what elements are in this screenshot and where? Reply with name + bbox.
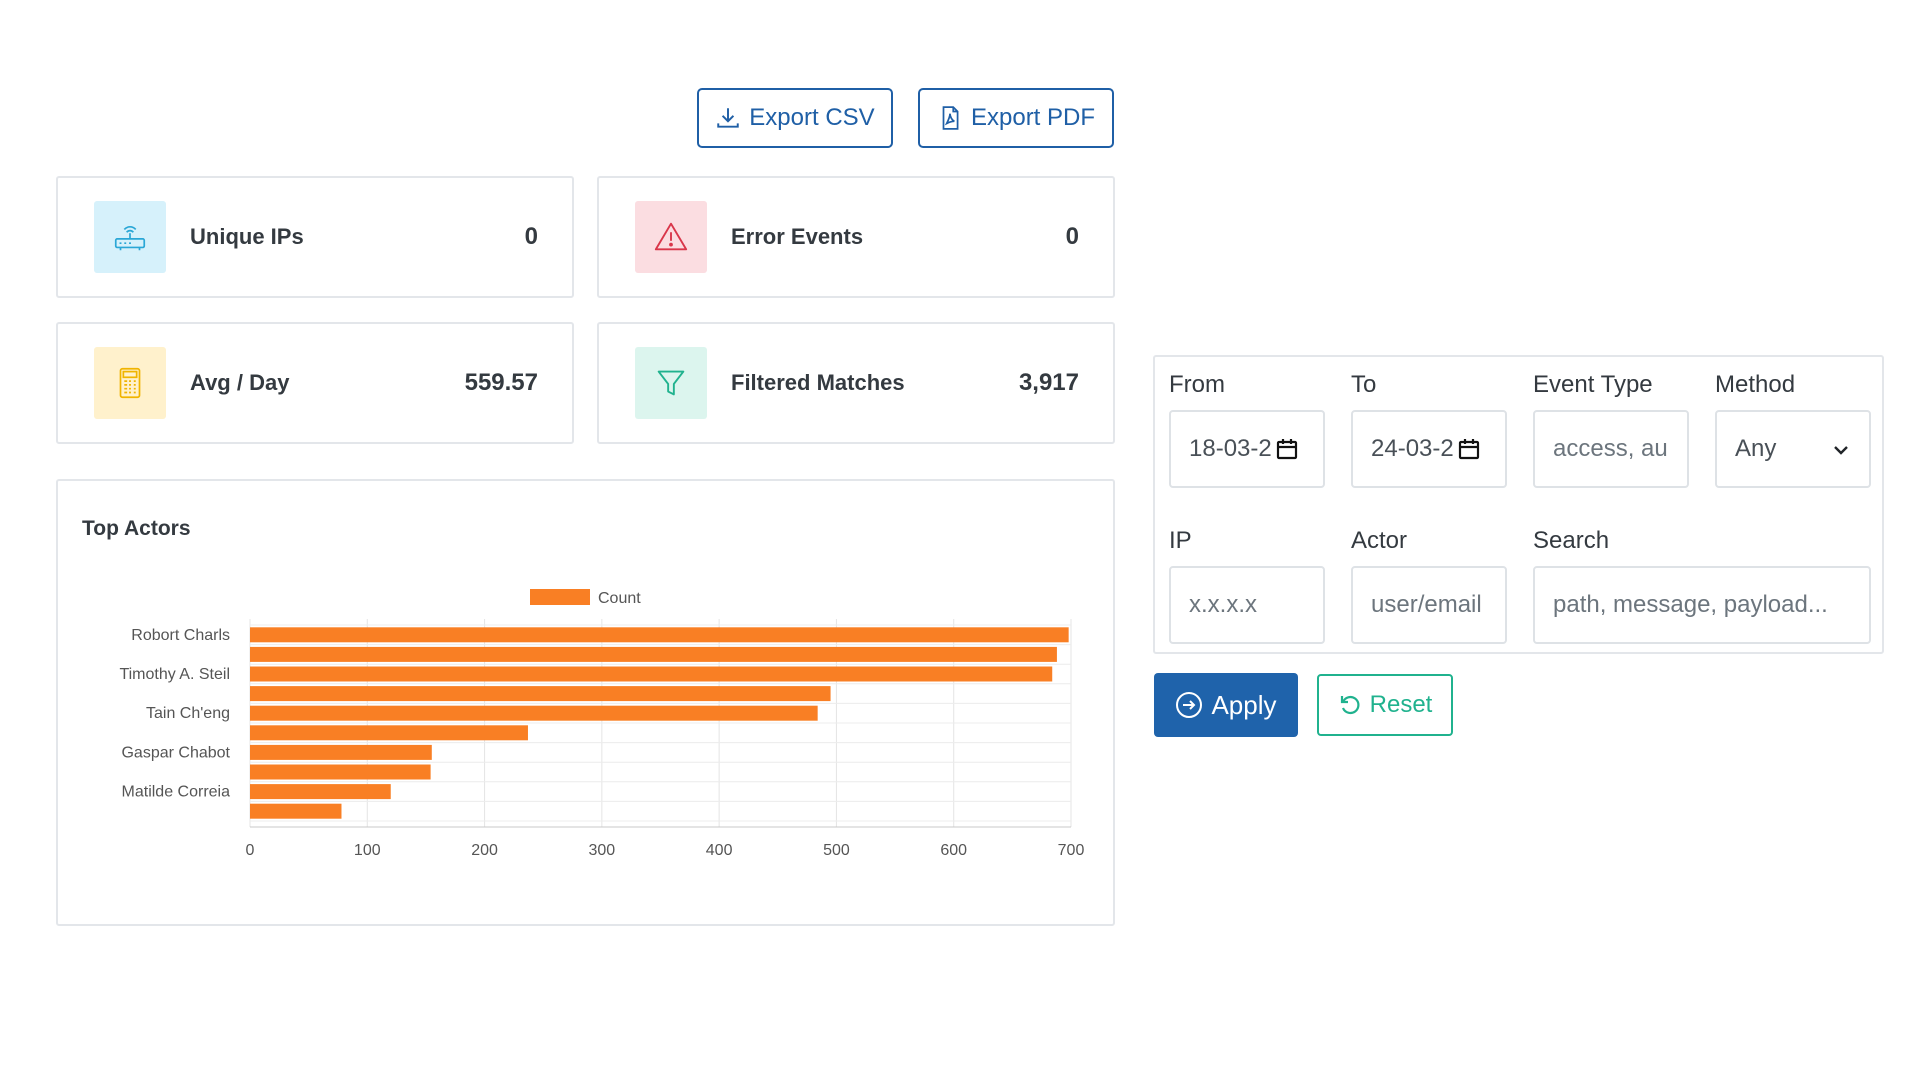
reset-button[interactable]: Reset (1317, 674, 1453, 736)
warning-icon (635, 201, 707, 273)
ip-placeholder: x.x.x.x (1189, 591, 1258, 618)
event-type-placeholder: access, au (1553, 435, 1668, 462)
actor-input[interactable]: user/email (1351, 566, 1507, 644)
search-label: Search (1533, 527, 1610, 554)
category-label: Robort Charls (131, 627, 230, 644)
to-date-value: 24-03-2 (1371, 435, 1454, 462)
filter-panel: From 18-03-2 To 24-03-2 Event Type acces… (1153, 355, 1884, 654)
legend-swatch (530, 589, 590, 605)
x-tick-label: 0 (246, 842, 255, 859)
to-date-input[interactable]: 24-03-2 (1351, 410, 1507, 488)
event-type-label: Event Type (1533, 371, 1653, 398)
stat-card-avg-day: Avg / Day 559.57 (56, 322, 574, 444)
router-icon (94, 201, 166, 273)
top-actors-chart-card: Top Actors Robort Charls Timothy A. Steil… (56, 479, 1115, 926)
bar (250, 686, 831, 702)
bar (250, 803, 342, 819)
from-date-value: 18-03-2 (1189, 435, 1272, 462)
stat-card-unique-ips: Unique IPs 0 (56, 176, 574, 298)
export-pdf-label: Export PDF (970, 104, 1096, 131)
calendar-icon[interactable] (1458, 438, 1480, 460)
x-tick-label: 100 (354, 842, 381, 859)
bar (250, 764, 431, 780)
error-events-label: Error Events (731, 224, 864, 249)
category-label: Timothy A. Steil (119, 666, 230, 683)
category-label: Gaspar Chabot (121, 744, 230, 761)
category-label: Matilde Correia (122, 784, 231, 801)
x-tick-label: 200 (471, 842, 498, 859)
chart-title: Top Actors (82, 517, 191, 540)
category-label: Tain Ch'eng (146, 705, 230, 722)
method-select[interactable]: Any (1715, 410, 1871, 488)
download-icon (717, 108, 740, 128)
unique-ips-value: 0 (524, 223, 538, 250)
actor-placeholder: user/email (1371, 591, 1482, 618)
filtered-matches-label: Filtered Matches (731, 370, 905, 395)
reset-icon (1340, 695, 1360, 715)
x-tick-label: 400 (706, 842, 733, 859)
x-tick-label: 500 (823, 842, 850, 859)
x-tick-label: 700 (1058, 842, 1085, 859)
pdf-file-icon (942, 106, 959, 130)
chevron-down-icon (1834, 446, 1848, 455)
to-label: To (1351, 371, 1377, 398)
from-date-input[interactable]: 18-03-2 (1169, 410, 1325, 488)
arrow-circle-right-icon (1176, 692, 1203, 718)
bar (250, 666, 1053, 682)
legend-label: Count (598, 590, 641, 607)
export-csv-button[interactable]: Export CSV (697, 88, 893, 148)
export-pdf-button[interactable]: Export PDF (918, 88, 1114, 148)
unique-ips-label: Unique IPs (190, 224, 304, 249)
avg-day-value: 559.57 (464, 369, 538, 396)
filter-icon (635, 347, 707, 419)
search-placeholder: path, message, payload... (1553, 591, 1828, 618)
from-label: From (1169, 371, 1225, 398)
bar (250, 784, 391, 800)
calendar-icon[interactable] (1276, 438, 1298, 460)
calculator-icon (94, 347, 166, 419)
avg-day-label: Avg / Day (190, 370, 290, 395)
bar (250, 627, 1069, 643)
top-actors-chart: Robort Charls Timothy A. Steil Tain Ch'eng… (119, 589, 1085, 859)
method-label: Method (1715, 371, 1796, 398)
ip-input[interactable]: x.x.x.x (1169, 566, 1325, 644)
x-tick-label: 300 (589, 842, 616, 859)
stat-card-error-events: Error Events 0 (597, 176, 1115, 298)
error-events-value: 0 (1065, 223, 1079, 250)
bar (250, 705, 818, 721)
bar (250, 725, 528, 741)
bar (250, 646, 1057, 662)
bar (250, 744, 432, 760)
apply-button[interactable]: Apply (1154, 673, 1298, 737)
event-type-input[interactable]: access, au (1533, 410, 1689, 488)
reset-label: Reset (1369, 691, 1433, 718)
apply-label: Apply (1211, 689, 1277, 720)
actor-label: Actor (1351, 527, 1408, 554)
method-value: Any (1735, 435, 1777, 462)
ip-label: IP (1169, 527, 1192, 554)
chart-legend: Count (530, 589, 641, 607)
search-input[interactable]: path, message, payload... (1533, 566, 1871, 644)
stat-card-filtered-matches: Filtered Matches 3,917 (597, 322, 1115, 444)
export-csv-label: Export CSV (749, 104, 875, 131)
filtered-matches-value: 3,917 (1018, 369, 1079, 396)
x-tick-label: 600 (940, 842, 967, 859)
